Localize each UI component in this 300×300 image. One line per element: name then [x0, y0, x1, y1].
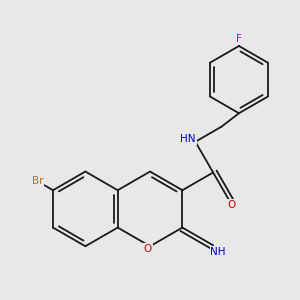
Text: Br: Br [32, 176, 43, 186]
Text: F: F [236, 34, 242, 44]
Text: O: O [144, 244, 152, 254]
Text: O: O [228, 200, 236, 210]
Text: NH: NH [210, 247, 226, 257]
Text: HN: HN [180, 134, 196, 144]
